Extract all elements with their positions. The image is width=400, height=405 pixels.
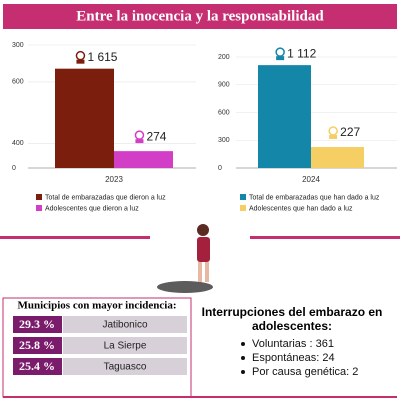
title-bar — [3, 4, 397, 29]
name-box — [63, 358, 187, 375]
percent: 29.3 % — [19, 317, 55, 331]
y-tick-label: 900 — [218, 82, 230, 89]
percent-box — [13, 358, 62, 375]
y-tick-label: 300 — [218, 137, 230, 144]
interruptions-title-1: Interrupciones del embarazo en adolescent… — [202, 305, 383, 333]
y-tick-label: 600 — [218, 109, 230, 116]
bar — [114, 151, 173, 168]
data-label: 1 615 — [87, 50, 117, 64]
y-tick-label: 200 — [218, 54, 230, 61]
title-line: adolescentes: — [252, 319, 332, 333]
bullet — [241, 342, 245, 346]
interruption-item: Voluntarias : 361 — [252, 338, 334, 350]
y-tick-label: 300 — [12, 42, 24, 49]
x-tick-label: 2023 — [105, 175, 123, 184]
bullet — [241, 356, 245, 360]
interruption-item: Por causa genética: 2 — [252, 366, 358, 378]
name-box — [63, 337, 187, 354]
person-icon — [134, 130, 145, 140]
legend-swatch — [36, 205, 42, 211]
person-icon — [276, 56, 285, 61]
bullet — [241, 370, 245, 374]
person-icon — [76, 59, 85, 64]
bar — [55, 68, 114, 168]
legend-swatch — [36, 194, 42, 200]
legend-swatch — [240, 194, 246, 200]
y-tick-label: 600 — [12, 79, 24, 86]
y-tick-label: 0 — [12, 165, 16, 172]
percent-box — [13, 337, 62, 354]
municipalities-title: Municipios con mayor incidencia: — [18, 300, 177, 312]
legend-label: Total de embarazadas que han dado a luz — [249, 194, 380, 201]
title: Entre la inocencia y la responsabilidad — [76, 8, 324, 24]
municipality: Taguasco — [104, 362, 147, 373]
bar — [311, 147, 364, 168]
person-icon — [135, 139, 144, 144]
person-icon — [329, 135, 338, 140]
municipality: La Sierpe — [104, 341, 147, 352]
percent: 25.8 % — [19, 338, 55, 352]
legend-swatch — [240, 205, 246, 211]
municipality: Jatibonico — [102, 320, 147, 331]
x-tick-label: 2024 — [302, 175, 320, 184]
legend-label: Adolescentes que dieron a luz — [45, 205, 139, 212]
data-label: 227 — [340, 125, 360, 139]
y-tick-label: 0 — [218, 165, 222, 172]
y-tick-label: 400 — [12, 140, 24, 147]
legend-label: Total de embarazadas que dieron a luz — [45, 194, 166, 201]
data-label: 274 — [146, 129, 166, 143]
girl-illustration — [157, 224, 213, 293]
name-box — [63, 316, 187, 333]
bar — [258, 65, 311, 168]
person-icon — [75, 50, 86, 61]
divider — [0, 236, 150, 239]
percent-box — [13, 316, 62, 333]
percent: 25.4 % — [19, 359, 55, 373]
divider — [250, 236, 400, 239]
person-icon — [328, 126, 338, 136]
legend-label: Adolescentes que han dado a luz — [249, 205, 353, 212]
title-line: Interrupciones del embarazo en — [202, 305, 383, 319]
person-icon — [275, 47, 285, 57]
interruption-item: Espontáneas: 24 — [252, 352, 335, 364]
data-label: 1 112 — [287, 46, 316, 60]
